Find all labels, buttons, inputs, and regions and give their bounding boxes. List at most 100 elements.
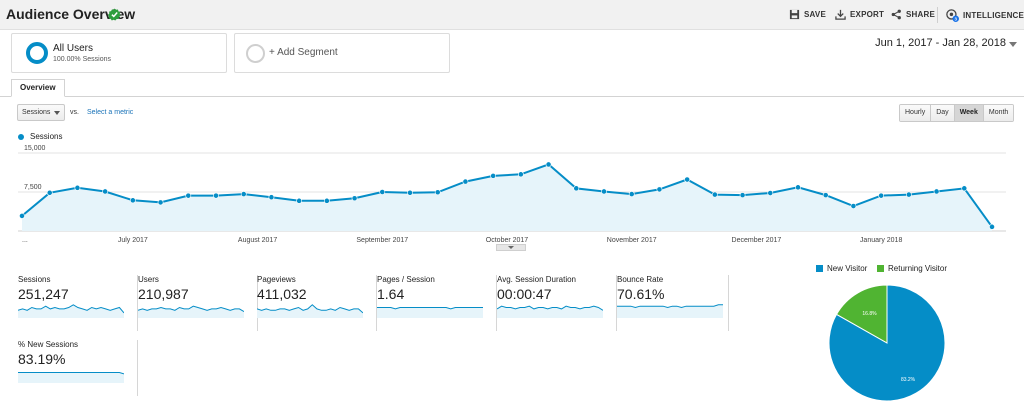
new-visitor-swatch [816,265,823,272]
sessions-data-point[interactable] [656,186,663,193]
sessions-data-point[interactable] [102,188,109,195]
sessions-data-point[interactable] [878,192,885,199]
sessions-data-point[interactable] [989,223,995,230]
x-tick-label: September 2017 [356,237,408,244]
segment-ring-icon [26,42,48,64]
returning-visitor-legend-label: Returning Visitor [888,264,947,273]
sessions-data-point[interactable] [46,189,53,196]
share-icon [891,9,901,20]
sessions-data-point[interactable] [129,197,136,204]
empty-segment-ring-icon [246,44,265,63]
sessions-data-point[interactable] [462,178,469,185]
sessions-data-point[interactable] [822,192,829,199]
share-button[interactable]: SHARE [891,9,935,20]
sessions-data-point[interactable] [684,176,691,183]
sessions-data-point[interactable] [517,171,524,178]
stat-label: Pageviews [257,275,296,284]
sessions-data-point[interactable] [933,188,940,195]
sparkline-line [617,304,723,309]
select-metric-link[interactable]: Select a metric [87,109,134,116]
vs-label: vs. [70,109,79,116]
sessions-data-point[interactable] [74,184,81,191]
sessions-data-point[interactable] [601,188,607,195]
sessions-data-point[interactable] [490,172,497,179]
sessions-data-point[interactable] [157,199,164,206]
returning-visitor-slice[interactable] [835,284,888,344]
sessions-data-point[interactable] [185,192,192,199]
sparkline-area [377,307,483,318]
export-label: EXPORT [850,10,885,19]
new-visitor-slice[interactable] [828,284,946,402]
sessions-data-point[interactable] [268,194,275,201]
save-button[interactable]: SAVE [789,9,826,20]
sessions-data-point[interactable] [296,197,303,204]
stat-label: % New Sessions [18,340,79,349]
pie-slice-label: 83.2% [901,377,916,383]
sessions-data-point[interactable] [379,189,386,195]
sessions-data-point[interactable] [213,192,219,199]
stat-card[interactable]: Bounce Rate 70.61% [617,275,729,331]
stat-label: Pages / Session [377,275,435,284]
tab-overview[interactable]: Overview [11,79,65,97]
sessions-data-point[interactable] [767,190,774,196]
sessions-data-point[interactable] [961,185,968,192]
chevron-down-icon[interactable] [1009,42,1017,47]
stat-label: Avg. Session Duration [497,275,577,284]
x-tick-label: October 2017 [486,237,529,244]
granularity-hourly-button[interactable]: Hourly [900,105,932,121]
date-range-picker[interactable]: Jun 1, 2017 - Jan 28, 2018 [875,37,1006,49]
chart-collapse-handle[interactable] [496,244,526,251]
sparkline-area [257,304,363,318]
sessions-data-point[interactable] [711,191,718,198]
returning-visitor-legend[interactable]: Returning Visitor [877,264,947,273]
sessions-data-point[interactable] [19,213,25,219]
intelligence-icon: 3 [946,9,959,22]
granularity-month-button[interactable]: Month [983,105,1014,121]
sessions-data-point[interactable] [434,189,441,196]
intelligence-button[interactable]: 3 INTELLIGENCE [946,9,1024,22]
top-bar: Audience Overview SAVE EXPORT SHARE 3 IN… [0,0,1024,30]
sparkline-line [257,304,363,314]
granularity-day-button[interactable]: Day [931,105,955,121]
save-label: SAVE [804,10,826,19]
intelligence-label: INTELLIGENCE [963,11,1024,20]
sessions-data-point[interactable] [628,191,635,197]
stat-card[interactable]: Pages / Session 1.64 [377,275,497,331]
stat-card[interactable]: Avg. Session Duration 00:00:47 [497,275,617,331]
stat-sparkline [18,304,124,318]
segment-all-users[interactable]: All Users 100.00% Sessions [11,33,227,73]
chevron-down-icon [54,111,60,115]
sessions-data-point[interactable] [545,161,552,168]
metric-select[interactable]: Sessions [17,104,65,121]
sessions-data-point[interactable] [739,192,746,199]
intelligence-badge: 3 [954,16,957,21]
new-visitor-legend[interactable]: New Visitor [816,264,867,273]
export-button[interactable]: EXPORT [835,9,884,20]
stat-value: 210,987 [138,286,189,302]
sparkline-area [138,306,244,318]
stat-card[interactable]: % New Sessions 83.19% [18,340,138,396]
sessions-data-point[interactable] [240,191,247,197]
page-title: Audience Overview [6,6,136,22]
save-icon [789,9,800,20]
sessions-data-point[interactable] [795,184,801,191]
stat-card[interactable]: Pageviews 411,032 [257,275,377,331]
sessions-line-chart[interactable]: 15,000 7,500... July 2017 August 2017 Septem… [0,130,1024,256]
stat-card[interactable]: Users 210,987 [138,275,258,331]
stat-value: 83.19% [18,351,66,367]
visitor-pie-chart[interactable]: 16.8% 83.2% [828,284,946,402]
sessions-data-point[interactable] [905,191,912,198]
sessions-data-point[interactable] [351,195,358,202]
add-segment-button[interactable]: + Add Segment [234,33,450,73]
stat-sparkline [18,372,124,383]
stat-card[interactable]: Sessions 251,247 [18,275,138,331]
sessions-data-point[interactable] [407,189,413,196]
stat-value: 251,247 [18,286,69,302]
sessions-legend-label: Sessions [30,132,63,141]
sessions-data-point[interactable] [323,197,330,204]
sessions-data-point[interactable] [573,185,580,192]
tab-strip [0,96,1024,97]
sessions-data-point[interactable] [850,203,857,209]
stat-label: Bounce Rate [617,275,664,284]
granularity-week-button[interactable]: Week [954,105,984,121]
